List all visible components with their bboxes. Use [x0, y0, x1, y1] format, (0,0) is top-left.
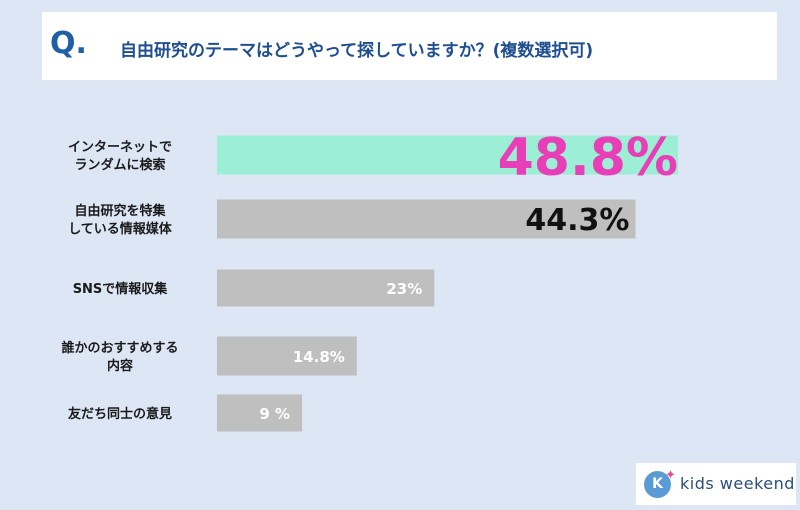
value-label-4: 9 % [259, 405, 290, 423]
category-label-3-1: 内容 [107, 358, 133, 374]
category-label-0-0: インターネットで [68, 140, 172, 155]
category-label-1-1: している情報媒体 [68, 221, 173, 237]
bar-3 [217, 336, 357, 376]
question-text: 自由研究のテーマはどうやって探していますか？(複数選択可) [120, 41, 594, 61]
category-label-3-0: 誰かのおすすめする [61, 340, 178, 356]
k-circle-icon: K [644, 471, 671, 498]
q-mark: Q. [50, 26, 87, 61]
value-label-0: 48.8% [498, 128, 678, 188]
value-label-2: 23% [386, 280, 422, 298]
question-box: Q. 自由研究のテーマはどうやって探していますか？(複数選択可) [42, 12, 777, 80]
bar-1 [217, 199, 636, 239]
bar-0 [217, 135, 678, 175]
star-icon: ✦ [665, 468, 676, 483]
value-label-3: 14.8% [293, 348, 345, 366]
kids-weekend-logo: K ✦ kids weekend [636, 463, 796, 505]
category-label-4-0: 友だち同士の意見 [68, 406, 172, 422]
logo-text: kids weekend [680, 474, 795, 493]
bar-2 [217, 269, 435, 307]
category-label-1-0: 自由研究を特集 [74, 203, 166, 219]
category-label-2-0: SNSで情報収集 [73, 281, 169, 297]
category-label-0-1: ランダムに検索 [74, 157, 165, 173]
value-label-1: 44.3% [525, 203, 629, 238]
bar-4 [217, 394, 303, 432]
